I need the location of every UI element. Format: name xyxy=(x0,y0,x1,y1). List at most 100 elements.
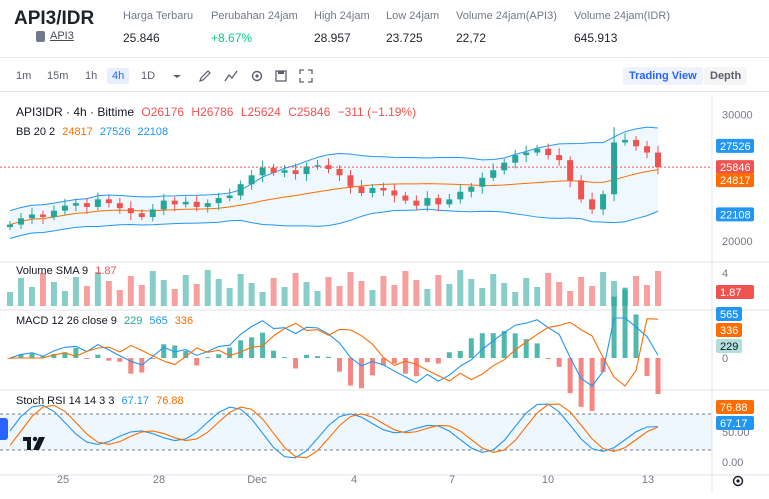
macd-hist-bar xyxy=(117,358,123,362)
volume-bar xyxy=(413,280,420,306)
candle-body xyxy=(545,148,552,156)
candle-body xyxy=(314,165,321,167)
volume-bar xyxy=(600,272,607,306)
volume-bar xyxy=(28,287,35,306)
candle-body xyxy=(292,170,299,175)
candle-body xyxy=(589,199,596,210)
save-icon[interactable] xyxy=(274,69,288,83)
candle-body xyxy=(237,184,244,196)
macd-badge-bg xyxy=(716,307,742,321)
tradingview-logo-icon xyxy=(23,436,45,450)
volume-bar xyxy=(160,280,167,306)
high-value: H26786 xyxy=(191,105,234,119)
indicator-icon[interactable] xyxy=(224,69,238,83)
candle-body xyxy=(61,205,68,211)
macd-hist-bar xyxy=(304,354,310,358)
stoch-legend: Stoch RSI 14 14 3 3 67.17 76.88 xyxy=(16,395,188,407)
volume-badge: 1.87 xyxy=(720,287,741,299)
candle-body xyxy=(17,218,24,225)
side-panel-toggle[interactable] xyxy=(0,418,8,440)
candle-body xyxy=(655,152,661,168)
view-depth[interactable]: Depth xyxy=(704,67,748,85)
stat-label: Volume 24jam(API3) xyxy=(456,10,557,22)
view-trading-view[interactable]: Trading View xyxy=(623,67,703,85)
timeframe-1h[interactable]: 1h xyxy=(85,70,98,82)
volume-value: 1.87 xyxy=(95,265,117,277)
volume-bar xyxy=(347,272,354,306)
macd-hist-bar xyxy=(95,354,101,358)
candle-body xyxy=(347,175,354,187)
timeframe-4h[interactable]: 4h xyxy=(107,68,130,84)
chevron-down-icon[interactable] xyxy=(170,69,184,83)
stat-value: 645.913 xyxy=(574,31,618,45)
volume-bar xyxy=(226,288,233,306)
volume-bar xyxy=(457,270,464,306)
stat-item: Volume 24jam(IDR) 645.913 xyxy=(574,10,670,45)
bb-lower-value: 22108 xyxy=(137,126,169,138)
macd-hist-bar xyxy=(391,358,397,364)
bb-basis-line xyxy=(9,169,659,226)
candle-body xyxy=(534,148,541,153)
time-tick: 13 xyxy=(642,474,654,486)
volume-tick: 4 xyxy=(722,268,728,280)
pencil-icon[interactable] xyxy=(198,69,212,83)
candle-body xyxy=(50,210,57,218)
candle-body xyxy=(567,160,574,181)
volume-label: Volume SMA 9 xyxy=(16,265,89,277)
volume-bar xyxy=(204,270,211,306)
macd-hist-bar xyxy=(567,358,573,394)
candle-body xyxy=(138,213,145,218)
candle-body xyxy=(83,203,90,207)
volume-bar xyxy=(501,283,508,306)
volume-bar xyxy=(325,277,332,306)
coin-link[interactable]: API3 xyxy=(50,30,74,42)
macd-hist-bar xyxy=(424,358,430,363)
macd-hist-bar xyxy=(106,358,112,361)
bb-basis-value: 24817 xyxy=(62,126,93,138)
macd-hist-bar xyxy=(446,352,452,358)
price-badge: 24817 xyxy=(720,175,751,187)
timeframe-1D[interactable]: 1D xyxy=(141,70,156,82)
volume-bar xyxy=(567,291,574,306)
macd-hist-bar xyxy=(227,347,233,358)
stat-label: Low 24jam xyxy=(386,10,440,22)
candle-body xyxy=(358,186,365,194)
volume-bar xyxy=(424,289,431,306)
volume-bar xyxy=(655,271,661,306)
stoch-badge: 76.88 xyxy=(720,402,748,414)
macd-hist-bar xyxy=(282,357,288,359)
stoch-d-value: 76.88 xyxy=(156,395,184,407)
chart-area[interactable]: 30000 20000 27526 25846 24817 22108 4 1.87 0 565 3… xyxy=(0,96,769,499)
volume-bar xyxy=(369,290,376,306)
macd-hist-bar xyxy=(51,354,57,358)
macd-hist-bar xyxy=(380,358,386,366)
macd-hist-bar xyxy=(633,314,639,358)
stat-value: +8.67% xyxy=(211,31,253,45)
candle-body xyxy=(446,199,453,205)
macd-hist-bar xyxy=(589,358,595,411)
macd-hist-bar xyxy=(413,358,419,377)
gear-icon[interactable] xyxy=(731,474,745,488)
open-value: O26176 xyxy=(141,105,185,119)
macd-badge-bg xyxy=(716,339,742,353)
time-tick: 10 xyxy=(542,474,554,486)
candle-body xyxy=(457,191,464,200)
volume-bar xyxy=(94,272,101,306)
coin-icon xyxy=(36,31,45,42)
volume-legend: Volume SMA 9 1.87 xyxy=(16,265,121,277)
price-tick: 30000 xyxy=(722,110,753,122)
price-chart[interactable]: 30000200002752625846248172210841.8705653… xyxy=(0,96,769,499)
candle-body xyxy=(468,186,475,192)
volume-bar xyxy=(468,279,475,306)
timeframe-15m[interactable]: 15m xyxy=(47,70,69,82)
symbol-label: API3IDR · 4h · Bittime xyxy=(16,105,135,119)
volume-bar xyxy=(248,283,255,306)
macd-hist-bar xyxy=(271,350,277,358)
macd-badge: 336 xyxy=(720,325,738,337)
volume-bar xyxy=(17,278,24,306)
fullscreen-icon[interactable] xyxy=(299,69,313,83)
volume-bar xyxy=(61,291,68,306)
gear-icon[interactable] xyxy=(250,69,264,83)
timeframe-1m[interactable]: 1m xyxy=(16,70,32,82)
stat-item: Perubahan 24jam +8.67% xyxy=(211,10,298,45)
